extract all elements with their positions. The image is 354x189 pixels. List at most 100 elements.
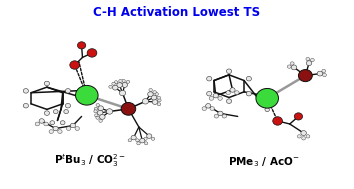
Circle shape <box>65 89 70 93</box>
Circle shape <box>119 90 126 96</box>
Circle shape <box>218 96 222 100</box>
Circle shape <box>53 126 58 131</box>
Circle shape <box>35 122 40 126</box>
Circle shape <box>96 103 99 106</box>
Circle shape <box>99 119 102 122</box>
Circle shape <box>209 96 213 100</box>
Circle shape <box>149 88 152 91</box>
Circle shape <box>109 85 112 88</box>
Circle shape <box>306 57 310 61</box>
Circle shape <box>64 110 68 114</box>
Circle shape <box>207 76 212 81</box>
Circle shape <box>70 123 75 128</box>
Text: C-H Activation Lowest TS: C-H Activation Lowest TS <box>93 6 261 19</box>
Circle shape <box>207 91 212 96</box>
Circle shape <box>206 104 211 108</box>
Circle shape <box>301 131 307 136</box>
Circle shape <box>246 76 251 81</box>
Circle shape <box>287 65 291 68</box>
Circle shape <box>306 61 312 66</box>
Circle shape <box>94 107 98 110</box>
Circle shape <box>23 103 28 108</box>
Circle shape <box>44 81 50 86</box>
Circle shape <box>214 114 218 118</box>
Circle shape <box>265 108 269 112</box>
Circle shape <box>273 117 282 125</box>
Circle shape <box>126 80 130 83</box>
Circle shape <box>230 88 235 92</box>
Circle shape <box>122 79 125 82</box>
Circle shape <box>306 135 310 138</box>
Text: P$^t$Bu$_3$ / CO$_3^{2-}$: P$^t$Bu$_3$ / CO$_3^{2-}$ <box>54 153 126 169</box>
Circle shape <box>290 62 294 65</box>
Circle shape <box>98 106 104 111</box>
Circle shape <box>148 92 153 97</box>
Circle shape <box>157 96 160 99</box>
Circle shape <box>227 99 232 103</box>
Circle shape <box>87 49 97 57</box>
Circle shape <box>137 142 140 145</box>
Circle shape <box>235 91 239 95</box>
Circle shape <box>222 114 227 118</box>
Circle shape <box>218 111 223 116</box>
Circle shape <box>121 102 136 115</box>
Circle shape <box>23 89 28 93</box>
Circle shape <box>99 115 105 119</box>
Circle shape <box>112 82 115 85</box>
Circle shape <box>158 99 161 102</box>
Circle shape <box>140 138 145 143</box>
Circle shape <box>50 121 55 125</box>
Circle shape <box>210 107 215 111</box>
Circle shape <box>44 111 50 115</box>
Circle shape <box>107 109 113 114</box>
Circle shape <box>97 110 103 115</box>
Circle shape <box>147 134 152 138</box>
Circle shape <box>117 83 122 88</box>
Circle shape <box>144 142 148 145</box>
Circle shape <box>297 135 301 138</box>
Circle shape <box>53 110 58 114</box>
Circle shape <box>44 122 48 126</box>
Circle shape <box>322 69 326 73</box>
Circle shape <box>65 103 70 108</box>
Circle shape <box>152 100 158 104</box>
Circle shape <box>78 42 86 49</box>
Circle shape <box>94 110 97 113</box>
Circle shape <box>227 69 232 74</box>
Circle shape <box>119 79 122 82</box>
Circle shape <box>256 88 279 108</box>
Circle shape <box>96 116 99 119</box>
Circle shape <box>95 114 98 117</box>
Circle shape <box>131 135 136 140</box>
Circle shape <box>67 127 71 130</box>
Circle shape <box>151 137 155 140</box>
Circle shape <box>75 127 79 130</box>
Circle shape <box>246 91 251 96</box>
Circle shape <box>202 107 206 111</box>
Circle shape <box>322 73 326 77</box>
Circle shape <box>113 85 118 90</box>
Circle shape <box>142 99 149 104</box>
Circle shape <box>294 113 303 120</box>
Circle shape <box>39 119 44 123</box>
Circle shape <box>151 95 157 100</box>
Circle shape <box>298 70 312 82</box>
Text: PMe$_3$ / AcO$^{-}$: PMe$_3$ / AcO$^{-}$ <box>228 156 299 169</box>
Circle shape <box>153 91 156 94</box>
Circle shape <box>75 85 98 105</box>
Circle shape <box>49 130 53 133</box>
Circle shape <box>58 130 62 133</box>
Circle shape <box>157 103 161 106</box>
Circle shape <box>291 65 297 70</box>
Circle shape <box>213 93 218 98</box>
Circle shape <box>226 91 230 95</box>
Circle shape <box>122 83 127 87</box>
Circle shape <box>114 81 118 84</box>
Circle shape <box>144 137 147 140</box>
Circle shape <box>136 139 139 142</box>
Circle shape <box>302 137 306 140</box>
Circle shape <box>60 121 65 125</box>
Circle shape <box>128 139 132 142</box>
Circle shape <box>70 61 80 69</box>
Circle shape <box>155 93 158 96</box>
